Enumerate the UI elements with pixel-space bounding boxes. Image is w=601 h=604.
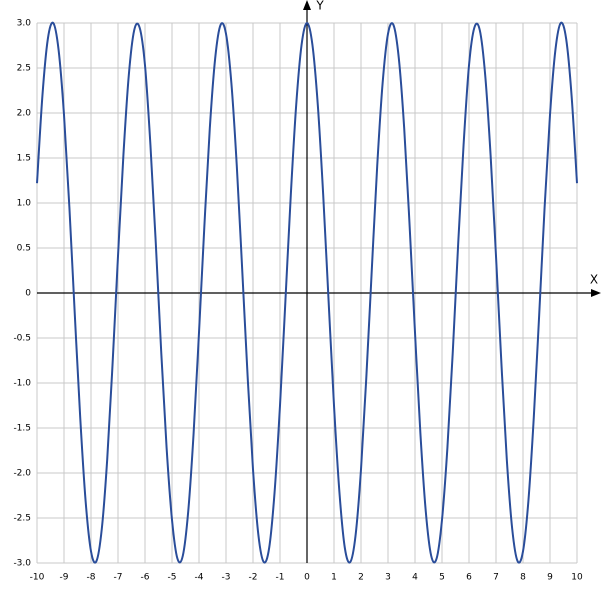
x-tick-label: -10 bbox=[30, 573, 45, 583]
y-tick-label: 0 bbox=[25, 289, 31, 299]
y-axis-arrow bbox=[303, 0, 311, 10]
y-tick-label: -2.5 bbox=[13, 514, 31, 524]
x-tick-label: -4 bbox=[195, 573, 204, 583]
x-tick-label: 8 bbox=[520, 573, 526, 583]
y-tick-label: 1.5 bbox=[17, 154, 31, 164]
x-tick-label: 7 bbox=[493, 573, 499, 583]
x-tick-label: -5 bbox=[168, 573, 177, 583]
x-tick-label: -3 bbox=[222, 573, 231, 583]
y-tick-label: 2.0 bbox=[17, 109, 32, 119]
x-tick-label: -7 bbox=[114, 573, 123, 583]
axes: X Y bbox=[315, 0, 598, 287]
x-tick-label: -8 bbox=[87, 573, 96, 583]
y-tick-label: 0.5 bbox=[17, 244, 31, 254]
x-tick-label: 5 bbox=[439, 573, 445, 583]
x-tick-label: 1 bbox=[331, 573, 337, 583]
y-tick-label: -3.0 bbox=[13, 559, 31, 569]
x-tick-label: -2 bbox=[249, 573, 258, 583]
y-axis-label: Y bbox=[315, 0, 324, 13]
x-tick-label: 0 bbox=[304, 573, 310, 583]
y-tick-label: -1.5 bbox=[13, 424, 31, 434]
x-tick-label: -1 bbox=[276, 573, 285, 583]
x-tick-label: 4 bbox=[412, 573, 418, 583]
x-tick-label: 2 bbox=[358, 573, 364, 583]
y-tick-label: 1.0 bbox=[17, 199, 32, 209]
y-tick-label: -1.0 bbox=[13, 379, 31, 389]
x-tick-label: -6 bbox=[141, 573, 150, 583]
x-tick-label: 9 bbox=[547, 573, 553, 583]
y-tick-label: 2.5 bbox=[17, 64, 31, 74]
x-tick-label: -9 bbox=[60, 573, 69, 583]
x-tick-label: 6 bbox=[466, 573, 472, 583]
x-axis-label: X bbox=[590, 273, 598, 287]
y-tick-label: -0.5 bbox=[13, 334, 31, 344]
curve bbox=[36, 21, 578, 564]
y-tick-label: -2.0 bbox=[13, 469, 31, 479]
x-tick-label: 10 bbox=[571, 573, 583, 583]
x-axis-arrow bbox=[591, 289, 601, 297]
x-tick-label: 3 bbox=[385, 573, 391, 583]
y-tick-label: 3.0 bbox=[17, 19, 32, 29]
